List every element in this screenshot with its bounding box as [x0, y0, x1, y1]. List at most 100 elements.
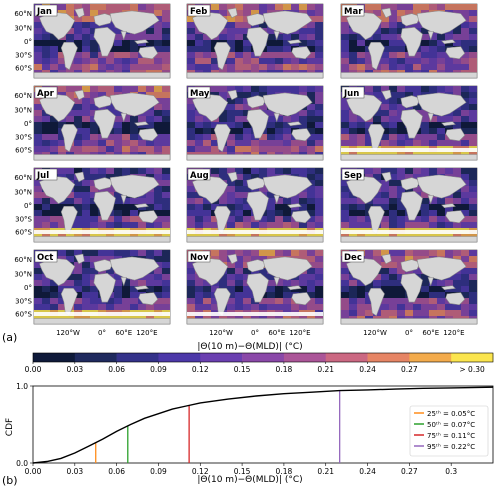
map-panel-may: May [186, 85, 324, 161]
colorbar-segment [200, 353, 243, 362]
lat-tick-label: 60°N [14, 92, 32, 100]
lat-tick-label: 60°S [15, 147, 32, 155]
sea-ice [34, 312, 170, 316]
lon-tick-label: 120°E [443, 329, 464, 337]
colorbar-segment [451, 353, 494, 362]
legend-label: 50ᵗʰ = 0.07°C [427, 421, 475, 429]
month-label: Feb [190, 7, 207, 17]
sea-ice [341, 148, 477, 152]
legend-label: 95ᵗʰ = 0.22°C [427, 443, 475, 451]
lat-tick-label: 0° [24, 202, 32, 210]
lon-tick-label: 120°E [136, 329, 157, 337]
lat-tick-label: 60°S [15, 311, 32, 319]
map-land [186, 171, 324, 243]
x-tick-label: 0.21 [317, 467, 334, 476]
x-tick-label: 0.18 [276, 467, 293, 476]
x-tick-label: 0.00 [25, 467, 42, 476]
map-land [33, 171, 171, 243]
lat-tick-label: 60°S [15, 229, 32, 237]
sea-ice [341, 230, 477, 234]
month-label: Sep [344, 171, 362, 181]
map-panel-aug: Aug [186, 167, 324, 243]
map-land [340, 171, 478, 243]
month-label-box [341, 250, 365, 263]
colorbar-segment [325, 353, 368, 362]
y-tick-label: 0.0 [16, 459, 28, 468]
legend-label: 25ᵗʰ = 0.05°C [427, 410, 475, 418]
x-tick-label: 0.09 [150, 467, 167, 476]
lat-tick-label: 30°S [15, 215, 32, 223]
sea-ice [187, 230, 323, 234]
monthly-maps: Jan 60°N 30°N 0° 30°S 60°S Feb Mar Apr 60°N 30°N 0°… [14, 3, 478, 325]
x-tick-label: 0.3 [445, 467, 457, 476]
month-label-box [34, 86, 58, 99]
lat-tick-label: 60°S [15, 65, 32, 73]
map-land [186, 89, 324, 161]
lon-tick-label: 120°W [56, 329, 80, 337]
colorbar-segment [242, 353, 285, 362]
colorbar-segment [158, 353, 201, 362]
map-land [33, 253, 171, 325]
month-label: Jan [36, 7, 52, 17]
lon-tick-label: 120°W [209, 329, 233, 337]
lon-tick-label: 120°W [363, 329, 387, 337]
lon-tick-label: 0° [98, 329, 106, 337]
map-land [186, 7, 324, 79]
cdf-curve [32, 386, 494, 464]
month-label: Apr [37, 89, 55, 99]
lon-tick-label: 60°E [422, 329, 439, 337]
map-panel-feb: Feb [186, 3, 324, 79]
month-label-box [187, 86, 211, 99]
lat-tick-label: 30°N [14, 107, 32, 115]
map-panel-dec: Dec [340, 249, 478, 325]
colorbar-segment [33, 353, 76, 362]
lat-tick-label: 30°N [14, 271, 32, 279]
colorbar-title: |Θ(10 m)−Θ(MLD)| (°C) [197, 342, 302, 352]
lon-tick-label: 0° [251, 329, 259, 337]
sea-ice [34, 230, 170, 234]
x-tick-label: 0.06 [108, 467, 125, 476]
longitude-tick-labels: 120°W 0° 60°E 120°E 120°W 0° 60°E 120°E 120°W 0° 6… [56, 329, 464, 337]
legend-label: 75ᵗʰ = 0.11°C [427, 432, 475, 440]
lat-tick-label: 0° [24, 38, 32, 46]
y-tick-label: 1.0 [16, 382, 28, 391]
lat-tick-label: 0° [24, 284, 32, 292]
month-label-box [187, 168, 211, 181]
colorbar-tick-label: 0.09 [150, 365, 167, 374]
map-panel-nov: Nov [186, 249, 324, 325]
lat-tick-label: 30°N [14, 25, 32, 33]
map-panel-apr: Apr 60°N 30°N 0° 30°S 60°S [14, 85, 171, 161]
colorbar-segment [409, 353, 452, 362]
x-tick-label: 0.27 [401, 467, 418, 476]
x-tick-label: 0.12 [192, 467, 209, 476]
lat-tick-label: 60°N [14, 256, 32, 264]
colorbar-tick-label: 0.12 [192, 365, 209, 374]
map-panel-mar: Mar [340, 3, 478, 79]
legend-box [409, 405, 489, 457]
map-land [33, 89, 171, 161]
month-label: Mar [344, 7, 363, 17]
colorbar-tick-label: 0.03 [66, 365, 83, 374]
x-tick-label: 0.24 [359, 467, 376, 476]
colorbar-segment [367, 353, 410, 362]
colorbar-tick-label: 0.15 [234, 365, 251, 374]
panel-label-b: (b) [2, 474, 18, 487]
month-label-box [34, 168, 58, 181]
lon-tick-label: 60°E [115, 329, 132, 337]
lon-tick-label: 120°E [289, 329, 310, 337]
lat-tick-label: 60°N [14, 10, 32, 18]
x-tick-label: 0.03 [66, 467, 83, 476]
colorbar-segment [116, 353, 159, 362]
month-label-box [341, 4, 365, 17]
map-land [340, 253, 478, 325]
lon-tick-label: 60°E [268, 329, 285, 337]
cdf-xlabel: |Θ(10 m)−Θ(MLD)| (°C) [197, 475, 302, 485]
month-label: May [190, 89, 210, 99]
sea-ice [187, 312, 323, 316]
map-land [33, 7, 171, 79]
lat-tick-label: 30°S [15, 133, 32, 141]
month-label-box [341, 86, 365, 99]
colorbar-tick-label: 0.06 [108, 365, 125, 374]
colorbar-tick-label: 0.24 [359, 365, 376, 374]
